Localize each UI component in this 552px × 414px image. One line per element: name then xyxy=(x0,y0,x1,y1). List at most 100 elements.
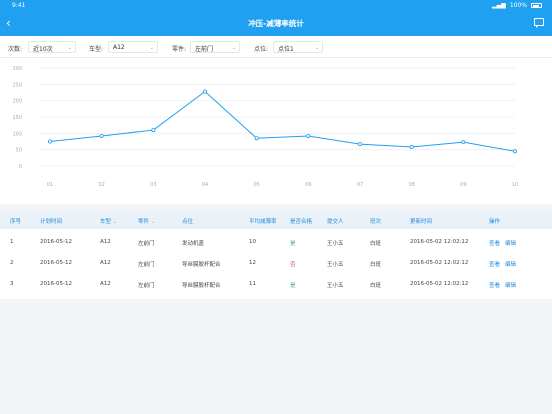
filter-part-label: 零件: xyxy=(172,46,187,53)
filter-bar: 次数: 近10次 ⌄ 车型: A12 ⌄ 零件: 左前门 ⌄ 点位: 点位1 ⌄ xyxy=(0,36,552,58)
filter-model-label: 车型: xyxy=(89,46,104,53)
table-header-cell: 平均减薄率 xyxy=(249,217,277,225)
table-row: 1 2016-05-12 A12 左前门 发动机盖 10 是 王小五 白班 2016-05-02 … xyxy=(0,231,552,252)
cell-no: 1 xyxy=(10,239,14,245)
status-right: ▂▄▆ 100% xyxy=(492,2,542,9)
chevron-down-icon: ⌄ xyxy=(314,45,319,51)
back-chevron-icon[interactable]: ‹ xyxy=(6,16,11,30)
status-bar: 9:41 ▂▄▆ 100% xyxy=(0,0,552,11)
data-point[interactable] xyxy=(306,133,311,138)
table-row: 3 2016-05-12 A12 左前门 导丝膜胶杆配合 11 是 王小五 白班 2016-05-… xyxy=(0,273,552,294)
x-tick-label: 08 xyxy=(408,182,414,188)
y-tick-label: 150 xyxy=(12,115,22,121)
cell-qualified: 是 xyxy=(290,241,296,247)
cell-avg: 12 xyxy=(249,260,256,266)
header-label: 车型 xyxy=(100,219,112,225)
cell-submitter: 王小五 xyxy=(327,283,344,289)
data-point[interactable] xyxy=(99,133,104,138)
edit-link[interactable]: 编辑 xyxy=(505,241,517,247)
data-point[interactable] xyxy=(357,142,362,147)
table-header-cell: 更新时间 xyxy=(410,217,432,225)
data-point[interactable] xyxy=(461,140,466,145)
header-label: 是否合格 xyxy=(290,219,313,225)
filter-model-select[interactable]: A12 ⌄ xyxy=(108,41,158,53)
cell-part: 左前门 xyxy=(138,241,155,247)
edit-link[interactable]: 编辑 xyxy=(505,262,517,268)
cell-model: A12 xyxy=(100,239,111,245)
header-label: 班次 xyxy=(370,219,382,225)
nav-bar: ‹ 冲压-减薄率统计 xyxy=(0,11,552,36)
filter-point-label: 点位: xyxy=(254,46,269,53)
line-chart: 0 50 100 150 200 250 300 01 02 03 04 05 06 07 08 09 10 xyxy=(12,66,518,188)
header-label: 计划时间 xyxy=(40,219,63,225)
battery-icon xyxy=(531,3,542,8)
cell-plan-time: 2016-05-12 xyxy=(40,239,72,245)
x-tick-label: 06 xyxy=(305,182,311,188)
data-point[interactable] xyxy=(254,136,259,141)
view-link[interactable]: 查看 xyxy=(489,283,501,289)
page-title: 冲压-减薄率统计 xyxy=(248,19,304,28)
filter-part-select[interactable]: 左前门 ⌄ xyxy=(190,41,240,53)
filter-count-value: 近10次 xyxy=(33,46,53,53)
data-point[interactable] xyxy=(151,128,156,133)
edit-link[interactable]: 编辑 xyxy=(505,283,517,289)
header-label: 点位 xyxy=(182,219,194,225)
data-point[interactable] xyxy=(202,89,207,94)
data-point[interactable] xyxy=(48,139,53,144)
cell-qualified: 否 xyxy=(290,262,296,268)
chevron-down-icon: ⌄ xyxy=(67,45,72,51)
cell-point: 发动机盖 xyxy=(182,241,205,247)
chevron-down-icon: ⌄ xyxy=(149,45,154,51)
view-link[interactable]: 查看 xyxy=(489,262,501,268)
header-label: 操作 xyxy=(489,219,501,225)
header-label: 序号 xyxy=(10,219,22,225)
cell-qualified: 是 xyxy=(290,283,296,289)
header-label: 零件 xyxy=(138,219,150,225)
header-label: 更新时间 xyxy=(410,219,433,225)
x-tick-label: 09 xyxy=(460,182,466,188)
data-point[interactable] xyxy=(513,149,518,154)
filter-model-value: A12 xyxy=(113,44,125,51)
table-header-cell: 序号 xyxy=(10,217,21,225)
view-link[interactable]: 查看 xyxy=(489,241,501,247)
table-header-cell: 点位 xyxy=(182,217,193,225)
chart-panel: 0 50 100 150 200 250 300 01 02 03 04 05 06 07 08 09 10 xyxy=(0,58,552,204)
cell-updated: 2016-05-02 12:02:12 xyxy=(410,281,469,287)
cell-submitter: 王小五 xyxy=(327,262,344,268)
sort-chevron-icon: ⌄ xyxy=(113,220,117,225)
table-header-cell[interactable]: 零件 ⌄ xyxy=(138,217,155,225)
filter-count-label: 次数: xyxy=(8,46,23,53)
cell-model: A12 xyxy=(100,260,111,266)
y-tick-label: 100 xyxy=(12,131,22,137)
cell-actions: 查看 编辑 xyxy=(489,239,521,247)
filter-part-value: 左前门 xyxy=(195,46,214,53)
cell-point: 导丝膜胶杆配合 xyxy=(182,283,221,289)
battery-label: 100% xyxy=(509,2,527,9)
data-point[interactable] xyxy=(409,145,414,150)
y-tick-label: 300 xyxy=(12,66,22,72)
cell-updated: 2016-05-02 12:02:12 xyxy=(410,260,469,266)
header-label: 平均减薄率 xyxy=(249,219,277,225)
table-header: 序号 计划时间 车型 ⌄ 零件 ⌄ 点位 平均减薄率 是否合格 提交人 班次 更新时间 操作 xyxy=(0,211,552,229)
cell-shift: 白班 xyxy=(370,262,382,268)
x-tick-label: 10 xyxy=(512,182,518,188)
table-header-cell[interactable]: 车型 ⌄ xyxy=(100,217,117,225)
y-tick-label: 0 xyxy=(19,164,22,170)
x-tick-label: 04 xyxy=(202,182,208,188)
table-row: 2 2016-05-12 A12 左前门 导丝膜胶杆配合 12 否 王小五 白班 2016-05-… xyxy=(0,252,552,273)
x-tick-label: 02 xyxy=(98,182,104,188)
cell-submitter: 王小五 xyxy=(327,241,344,247)
cell-actions: 查看 编辑 xyxy=(489,281,521,289)
cell-updated: 2016-05-02 12:02:12 xyxy=(410,239,469,245)
sort-chevron-icon: ⌄ xyxy=(151,220,155,225)
x-tick-label: 05 xyxy=(253,182,259,188)
table-header-cell: 提交人 xyxy=(327,217,344,225)
cell-model: A12 xyxy=(100,281,111,287)
filter-point-select[interactable]: 点位1 ⌄ xyxy=(273,41,323,53)
filter-count-select[interactable]: 近10次 ⌄ xyxy=(28,41,76,53)
data-table: 序号 计划时间 车型 ⌄ 零件 ⌄ 点位 平均减薄率 是否合格 提交人 班次 更新时间 操作 1 2016… xyxy=(0,211,552,299)
series-line xyxy=(49,90,516,152)
table-header-cell: 班次 xyxy=(370,217,381,225)
message-icon[interactable] xyxy=(534,18,544,28)
y-tick-label: 200 xyxy=(12,99,22,105)
